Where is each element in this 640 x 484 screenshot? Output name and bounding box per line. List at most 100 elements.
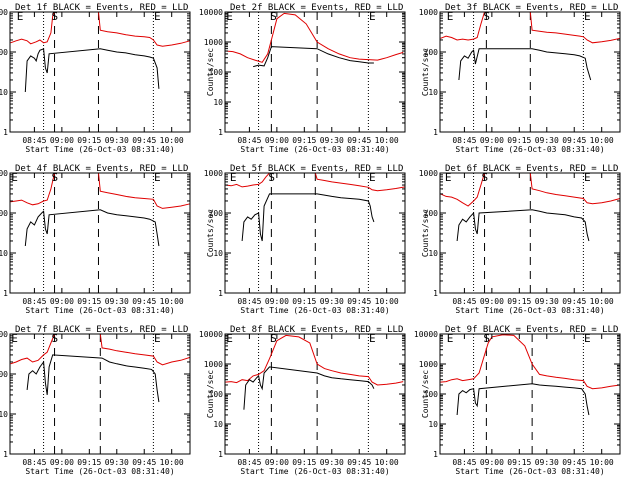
lld-series-line [225,172,406,192]
x-axis-label: Start Time (26-Oct-03 08:31:40) [25,306,174,315]
y-tick-label: 100 [424,209,439,218]
interval-marker: E [369,332,376,345]
y-tick-label: 100 [209,68,224,77]
x-tick-label: 09:30 [535,136,559,145]
interval-marker: E [154,10,161,23]
x-axis-label: Start Time (26-Oct-03 08:31:40) [240,306,389,315]
lld-series-line [10,11,191,47]
y-tick-label: 100 [209,209,224,218]
x-tick-label: 09:00 [480,136,504,145]
x-tick-label: 09:30 [105,297,129,306]
x-axis-label: Start Time (26-Oct-03 08:31:40) [240,467,389,476]
x-tick-label: 09:00 [265,297,289,306]
x-tick-label: 08:45 [452,136,476,145]
interval-marker: E [369,171,376,184]
x-tick-label: 10:00 [160,136,184,145]
y-tick-label: 10 [428,88,438,97]
interval-marker: E [11,332,18,345]
x-tick-label: 09:00 [50,458,74,467]
events-series-line [24,209,160,247]
lld-series-line [440,172,621,207]
x-tick-label: 10:00 [590,297,614,306]
y-tick-label: 10000 [414,330,438,339]
y-axis-label: Counts/sec [206,209,215,257]
lld-series-line [10,333,191,366]
x-tick-label: 08:45 [22,136,46,145]
y-tick-label: 1000 [204,38,223,47]
lld-series-line [440,11,621,44]
x-tick-label: 09:45 [562,297,586,306]
interval-marker: E [369,10,376,23]
x-tick-label: 09:30 [320,297,344,306]
y-tick-label: 100 [0,370,8,379]
interval-marker: E [447,332,454,345]
plot-frame [439,333,621,455]
x-tick-label: 09:00 [50,297,74,306]
interval-marker: E [154,332,161,345]
events-series-line [456,383,590,416]
plot-frame [9,11,191,133]
x-tick-label: 09:15 [292,458,316,467]
events-series-line [243,366,375,410]
interval-marker: E [584,10,591,23]
x-tick-label: 09:00 [480,297,504,306]
interval-marker: S [268,171,275,184]
lld-series-line [440,334,621,390]
x-axis-label: Start Time (26-Oct-03 08:31:40) [25,467,174,476]
x-tick-label: 09:00 [265,136,289,145]
interval-marker: S [483,332,490,345]
interval-marker: S [482,171,489,184]
y-axis-label: Counts/sec [421,48,430,96]
interval-marker: E [584,332,591,345]
plot-frame [9,333,191,455]
x-tick-label: 09:30 [535,458,559,467]
interval-marker: E [17,10,24,23]
x-tick-label: 09:00 [265,458,289,467]
interval-marker: S [52,171,59,184]
x-tick-label: 10:00 [590,458,614,467]
y-tick-label: 10 [213,249,223,258]
events-series-line [26,354,160,403]
y-tick-label: 10 [213,420,223,429]
plot-frame [224,11,406,133]
interval-marker: E [445,171,452,184]
plot-frame [224,172,406,294]
y-tick-label: 1 [218,128,223,137]
y-tick-label: 100 [209,390,224,399]
lld-series-line [225,12,404,63]
interval-marker: S [52,10,59,23]
x-tick-label: 10:00 [375,136,399,145]
y-tick-label: 10 [0,249,8,258]
panel-title: Det 3f BLACK = Events, RED = LLD [445,3,618,13]
y-tick-label: 1 [433,128,438,137]
x-tick-label: 09:45 [347,136,371,145]
y-axis-label: Counts/sec [206,370,215,418]
y-tick-label: 1000 [0,169,8,178]
y-tick-label: 1 [218,450,223,459]
x-tick-label: 09:00 [50,136,74,145]
interval-marker: S [270,10,277,23]
x-tick-label: 09:30 [320,458,344,467]
y-tick-label: 1 [3,450,8,459]
plot-frame [439,11,621,133]
y-tick-label: 1 [3,289,8,298]
panel-title: Det 1f BLACK = Events, RED = LLD [15,3,188,13]
x-tick-label: 08:45 [22,297,46,306]
events-series-line [252,46,374,68]
x-tick-label: 09:45 [132,297,156,306]
y-axis-label: Counts/sec [421,370,430,418]
y-tick-label: 1 [3,128,8,137]
y-tick-label: 1000 [204,169,223,178]
plot-frame [9,172,191,294]
y-tick-label: 100 [424,390,439,399]
x-tick-label: 10:00 [375,297,399,306]
panel-title: Det 5f BLACK = Events, RED = LLD [230,164,403,174]
events-series-line [458,48,592,81]
x-tick-label: 10:00 [375,458,399,467]
